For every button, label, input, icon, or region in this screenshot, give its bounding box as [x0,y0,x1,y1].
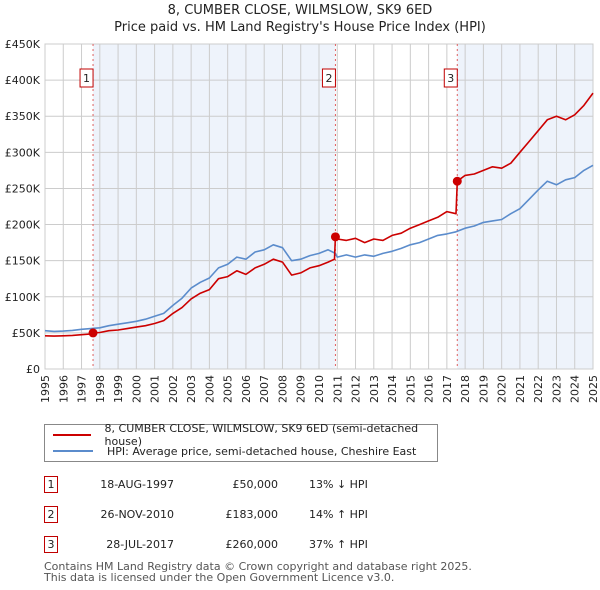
sale-markers [88,176,462,338]
y-axis-ticks: £0 £50K £100K £150K £200K £250K £300K £350K £400… [5,38,41,376]
x-tick-label: 2007 [258,375,271,403]
x-tick-label: 2018 [459,375,472,403]
y-tick-label: £450K [5,38,41,51]
x-tick-label: 2023 [550,375,563,403]
sale-price: £183,000 [225,508,279,521]
legend-swatch-property [53,434,91,436]
x-tick-label: 2009 [295,375,308,403]
sale-number-label: 1 [83,72,90,85]
x-tick-label: 2004 [203,375,216,403]
sale-hpi-diff: 13% ↓ HPI [309,478,368,491]
x-tick-label: 2013 [368,375,381,403]
footer-attribution: Contains HM Land Registry data © Crown c… [44,561,472,583]
footer-line-licence: This data is licensed under the Open Gov… [44,571,395,584]
sale-number-badge: 1 [44,476,58,493]
sale-number-label: 2 [325,72,332,85]
x-tick-label: 2021 [514,375,527,403]
x-tick-label: 2006 [240,375,253,403]
x-tick-label: 2001 [149,375,162,403]
sale-point-marker [330,232,340,242]
chart-title: 8, CUMBER CLOSE, WILMSLOW, SK9 6ED [167,3,433,18]
x-tick-label: 2003 [185,375,198,403]
x-tick-label: 1996 [57,375,70,403]
sale-number-label: 3 [447,72,454,85]
sale-point-marker [452,176,462,186]
legend-item-hpi: HPI: Average price, semi-detached house,… [53,443,416,459]
legend-label-hpi: HPI: Average price, semi-detached house,… [107,444,417,458]
legend-item-property: 8, CUMBER CLOSE, WILMSLOW, SK9 6ED (semi… [53,422,437,448]
sale-date: 26-NOV-2010 [100,508,174,521]
sale-number-badge: 3 [44,536,58,553]
y-tick-label: £100K [5,291,41,304]
sale-hpi-diff: 14% ↑ HPI [309,508,368,521]
sale-number-box: 2 [321,68,336,88]
y-tick-label: £0 [26,363,40,376]
property-series-line [44,92,594,337]
y-tick-label: £50K [12,327,41,340]
sale-point-marker [88,328,98,338]
sale-row: 3 28-JUL-2017 £260,000 37% ↑ HPI [44,534,404,554]
x-tick-label: 2016 [423,375,436,403]
y-tick-label: £300K [5,146,41,159]
x-tick-label: 2014 [386,375,399,403]
x-tick-label: 2020 [496,375,509,403]
x-tick-label: 2002 [167,375,180,403]
sale-price: £260,000 [225,538,279,551]
x-tick-label: 1997 [76,375,89,403]
x-tick-label: 2024 [569,375,582,403]
sale-number-box-border [443,68,458,88]
sale-row: 1 18-AUG-1997 £50,000 13% ↓ HPI [44,474,404,494]
x-tick-label: 2000 [130,375,143,403]
x-axis-ticks: 1995 1996 1997 1998 1999 2000 2001 2002 2003 2004… [39,375,600,403]
sale-hpi-diff: 37% ↑ HPI [309,538,368,551]
sale-row: 2 26-NOV-2010 £183,000 14% ↑ HPI [44,504,404,524]
x-tick-label: 2025 [587,375,600,403]
sale-price: £50,000 [232,478,279,491]
chart-subtitle: Price paid vs. HM Land Registry's House … [114,20,486,35]
sale-date: 18-AUG-1997 [100,478,174,491]
y-tick-label: £200K [5,219,41,232]
legend-label-property: 8, CUMBER CLOSE, WILMSLOW, SK9 6ED (semi… [104,422,419,448]
sale-vertical-lines: 1 2 3 [79,44,458,369]
footer-line-copyright: Contains HM Land Registry data © Crown c… [44,560,472,573]
x-tick-label: 2005 [222,375,235,403]
x-tick-label: 1995 [39,375,52,403]
sale-number-box: 3 [443,68,458,88]
x-tick-label: 1998 [94,375,107,403]
shaded-period [93,44,336,369]
x-tick-label: 2015 [404,375,417,403]
x-tick-label: 2022 [532,375,545,403]
plot-border [44,43,594,370]
x-tick-label: 2010 [313,375,326,403]
x-tick-label: 2011 [331,375,344,403]
sale-number-box-border [79,68,94,88]
x-tick-label: 2017 [441,375,454,403]
x-tick-label: 2019 [477,375,490,403]
x-tick-label: 1999 [112,375,125,403]
x-tick-label: 2012 [350,375,363,403]
shaded-period [457,44,593,369]
sale-number-badge: 2 [44,506,58,523]
sale-number-box: 1 [79,68,94,88]
x-tick-label: 2008 [276,375,289,403]
hpi-series-line [44,164,594,333]
series-lines [44,92,594,337]
y-tick-label: £250K [5,182,41,195]
price-chart: 1 2 3 £0 £50K £100K £150K £200K £250K £300K £350K… [5,38,600,403]
y-tick-label: £400K [5,74,41,87]
chart-legend: 8, CUMBER CLOSE, WILMSLOW, SK9 6ED (semi… [44,422,438,462]
grid [44,43,594,370]
shaded-periods [93,44,593,369]
y-tick-label: £350K [5,110,41,123]
legend-swatch-hpi [53,450,93,452]
sale-date: 28-JUL-2017 [106,538,174,551]
sale-number-box-border [321,68,336,88]
y-tick-label: £150K [5,255,41,268]
